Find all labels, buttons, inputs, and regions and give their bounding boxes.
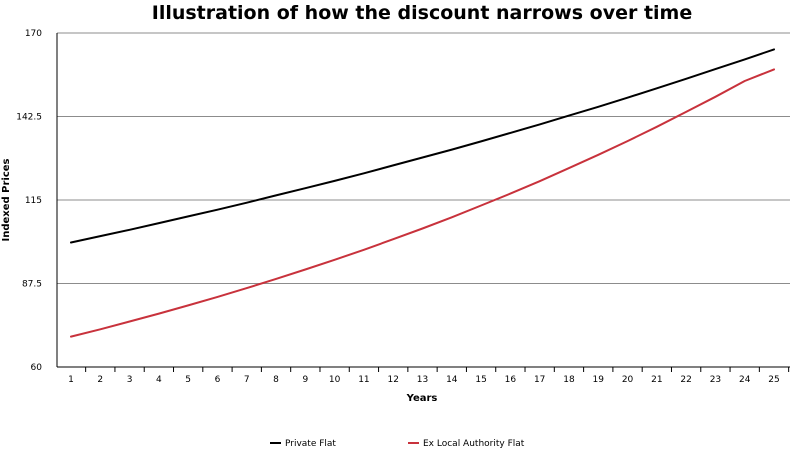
x-tick-label: 24 <box>739 375 751 385</box>
series-lines <box>70 48 775 338</box>
chart-title: Illustration of how the discount narrows… <box>152 2 692 24</box>
x-tick-label: 11 <box>358 375 369 385</box>
axes <box>56 33 790 372</box>
y-tick-label: 170 <box>25 29 42 39</box>
series-line-private-flat <box>70 48 775 244</box>
x-tick-label: 12 <box>387 375 398 385</box>
y-tick-label: 142.5 <box>16 113 42 123</box>
x-tick-label: 13 <box>417 375 428 385</box>
x-tick-label: 2 <box>97 375 103 385</box>
x-tick-label: 21 <box>651 375 662 385</box>
y-tick-label: 60 <box>31 363 43 373</box>
x-tick-label: 20 <box>622 375 634 385</box>
x-tick-label: 22 <box>680 375 691 385</box>
x-tick-label: 17 <box>534 375 545 385</box>
x-tick-label: 9 <box>302 375 308 385</box>
x-tick-label: 19 <box>593 375 605 385</box>
series-line-ex-local-authority-flat <box>70 68 775 338</box>
x-tick-label: 23 <box>710 375 721 385</box>
x-tick-label: 3 <box>127 375 133 385</box>
x-tick-label: 16 <box>505 375 517 385</box>
x-tick-label: 14 <box>446 375 458 385</box>
legend: Private Flat Ex Local Authority Flat <box>270 439 525 449</box>
x-tick-label: 5 <box>185 375 191 385</box>
legend-label: Ex Local Authority Flat <box>423 439 525 449</box>
y-tick-label: 115 <box>25 196 42 206</box>
gridlines <box>57 32 790 284</box>
x-tick-labels: 1 2 3 4 5 6 7 8 9 10 11 12 13 14 15 16 17 18 19 20 21 22 23 24 2… <box>68 375 780 385</box>
x-tick-label: 15 <box>475 375 486 385</box>
x-tick-label: 7 <box>244 375 250 385</box>
x-tick-label: 4 <box>156 375 162 385</box>
x-tick-label: 25 <box>768 375 779 385</box>
y-tick-label: 87.5 <box>22 280 42 290</box>
x-tick-label: 10 <box>329 375 341 385</box>
y-axis-label: Indexed Prices <box>1 158 12 241</box>
y-tick-labels: 60 87.5 115 142.5 170 <box>16 29 42 373</box>
x-tick-label: 8 <box>273 375 279 385</box>
legend-label: Private Flat <box>285 439 336 449</box>
x-tick-label: 1 <box>68 375 74 385</box>
x-tick-label: 6 <box>215 375 221 385</box>
x-tick-label: 18 <box>563 375 575 385</box>
x-axis-label: Years <box>406 393 438 404</box>
